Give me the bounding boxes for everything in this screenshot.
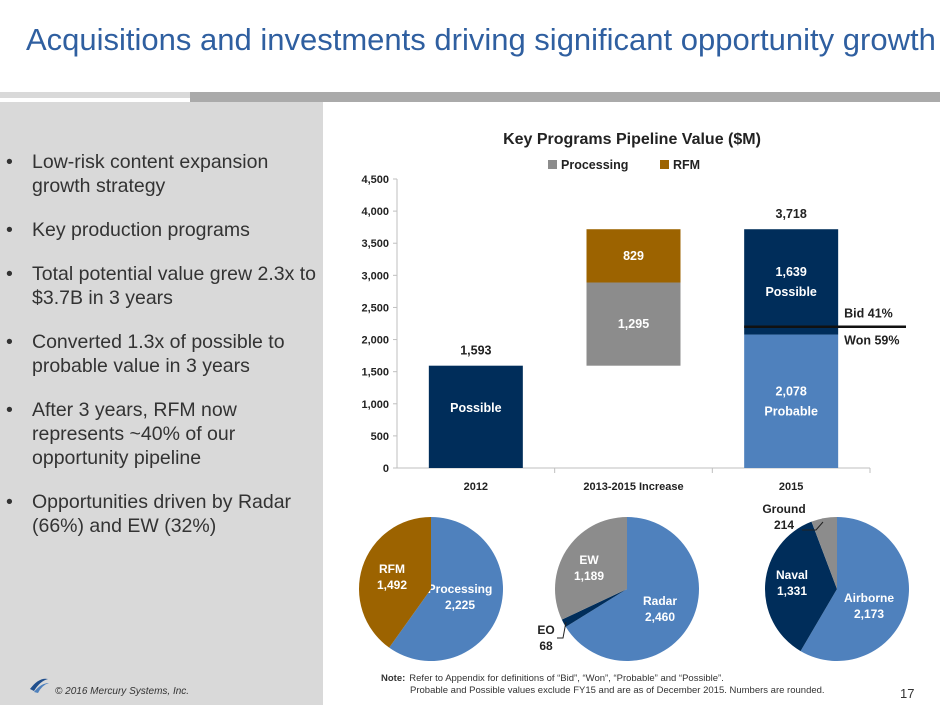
pie-slice-value: 1,492 xyxy=(377,578,407,592)
chart-title: Key Programs Pipeline Value ($M) xyxy=(503,131,761,148)
y-tick-label: 4,500 xyxy=(361,174,389,186)
bar-segment xyxy=(428,365,523,468)
pie-slice-value: 1,189 xyxy=(574,569,604,583)
bullet-item: • After 3 years, RFM now represents ~40% … xyxy=(6,399,237,469)
pie-slice-value: 214 xyxy=(774,518,794,532)
bar-segment-label: 829 xyxy=(623,249,644,263)
bar-segment-label: Possible xyxy=(450,401,501,415)
y-tick-label: 1,500 xyxy=(361,367,389,379)
pie-slice xyxy=(359,517,431,648)
y-tick-label: 2,500 xyxy=(361,302,389,314)
pie-slice xyxy=(800,517,909,661)
bar-total-label: 3,718 xyxy=(776,207,807,221)
bar-segment xyxy=(586,229,681,283)
bullet-text: Opportunities driven by Radar (66%) and … xyxy=(32,491,292,537)
page-number: 17 xyxy=(900,686,915,701)
legend-swatch xyxy=(660,160,669,169)
legend-label: RFM xyxy=(673,158,700,172)
bar-segment xyxy=(586,282,681,366)
pie-slice xyxy=(811,517,837,589)
bar-segment-label: 2,078 xyxy=(776,384,807,398)
bid-label: Bid 41% xyxy=(844,307,893,321)
company-logo-icon xyxy=(30,678,49,693)
copyright-text: © 2016 Mercury Systems, Inc. xyxy=(55,686,190,697)
page-title: Acquisitions and investments driving sig… xyxy=(26,22,936,57)
y-tick-label: 1,000 xyxy=(361,399,389,411)
pie-slice xyxy=(565,517,699,661)
bullet-item: • Key production programs xyxy=(6,219,250,241)
pie-slice-label: Radar xyxy=(643,594,677,608)
header-divider-left xyxy=(0,92,190,98)
pie-slice-value: 2,460 xyxy=(645,610,675,624)
bullet-text: Low-risk content expansion growth strate… xyxy=(32,151,269,197)
pie-slice xyxy=(764,521,837,652)
pie-slice xyxy=(555,517,627,620)
legend-swatch xyxy=(548,160,557,169)
x-tick-label: 2012 xyxy=(464,481,488,493)
pie-slice-label: Airborne xyxy=(844,591,894,605)
pie-slice-label: Processing xyxy=(428,582,493,596)
x-tick-label: 2015 xyxy=(779,481,803,493)
pie-slice-label: Ground xyxy=(762,502,805,516)
y-tick-label: 3,000 xyxy=(361,270,389,282)
bar-total-label: 1,593 xyxy=(460,344,491,358)
bar-segment xyxy=(744,229,839,335)
pie-leader-line xyxy=(557,621,567,639)
bullet-item: • Opportunities driven by Radar (66%) and… xyxy=(6,491,292,537)
note-line-1: Refer to Appendix for definitions of “Bi… xyxy=(409,673,724,684)
pie-slice-value: 68 xyxy=(539,639,553,653)
pie-slice-label: RFM xyxy=(379,562,405,576)
bullet-text: After 3 years, RFM now represents ~40% o… xyxy=(32,399,237,469)
x-tick-label: 2013-2015 Increase xyxy=(583,481,683,493)
bar-segment-label: 1,639 xyxy=(776,265,807,279)
legend-label: Processing xyxy=(561,158,628,172)
pie-slice-label: EW xyxy=(579,553,599,567)
pie-slice-value: 2,225 xyxy=(445,598,475,612)
header-divider-right xyxy=(190,92,940,102)
won-label: Won 59% xyxy=(844,334,899,348)
y-tick-label: 2,000 xyxy=(361,335,389,347)
note-label: Note: xyxy=(381,673,406,684)
y-tick-label: 3,500 xyxy=(361,238,389,250)
bullet-item: • Converted 1.3x of possible to probable … xyxy=(6,331,285,377)
pie-slice-label: Naval xyxy=(776,568,808,582)
sidebar-panel xyxy=(0,102,323,705)
y-tick-label: 4,000 xyxy=(361,206,389,218)
y-tick-label: 500 xyxy=(371,431,389,443)
bullet-text: Key production programs xyxy=(32,219,250,241)
pie-slice-value: 2,173 xyxy=(854,607,884,621)
bar-segment-label: 1,295 xyxy=(618,317,649,331)
pie-slice-value: 1,331 xyxy=(777,584,807,598)
y-tick-label: 0 xyxy=(383,463,389,475)
bullet-text: Total potential value grew 2.3x to $3.7B… xyxy=(32,263,317,309)
bullet-item: • Low-risk content expansion growth strat… xyxy=(6,151,269,197)
pie-slice xyxy=(389,517,503,661)
bullet-text: Converted 1.3x of possible to probable v… xyxy=(32,331,285,377)
pie-slice-label: EO xyxy=(537,623,554,637)
pie-slice xyxy=(561,589,627,627)
note-line-2: Probable and Possible values exclude FY1… xyxy=(410,685,825,696)
bullet-item: • Total potential value grew 2.3x to $3.7… xyxy=(6,263,317,309)
bar-segment-sublabel: Possible xyxy=(765,285,816,299)
bar-segment xyxy=(744,334,839,468)
bullet-list: • Low-risk content expansion growth strat… xyxy=(6,150,318,558)
bar-segment-sublabel: Probable xyxy=(764,404,818,418)
pie-leader-line xyxy=(802,521,824,531)
footnote: Note: Refer to Appendix for definitions o… xyxy=(381,673,825,697)
